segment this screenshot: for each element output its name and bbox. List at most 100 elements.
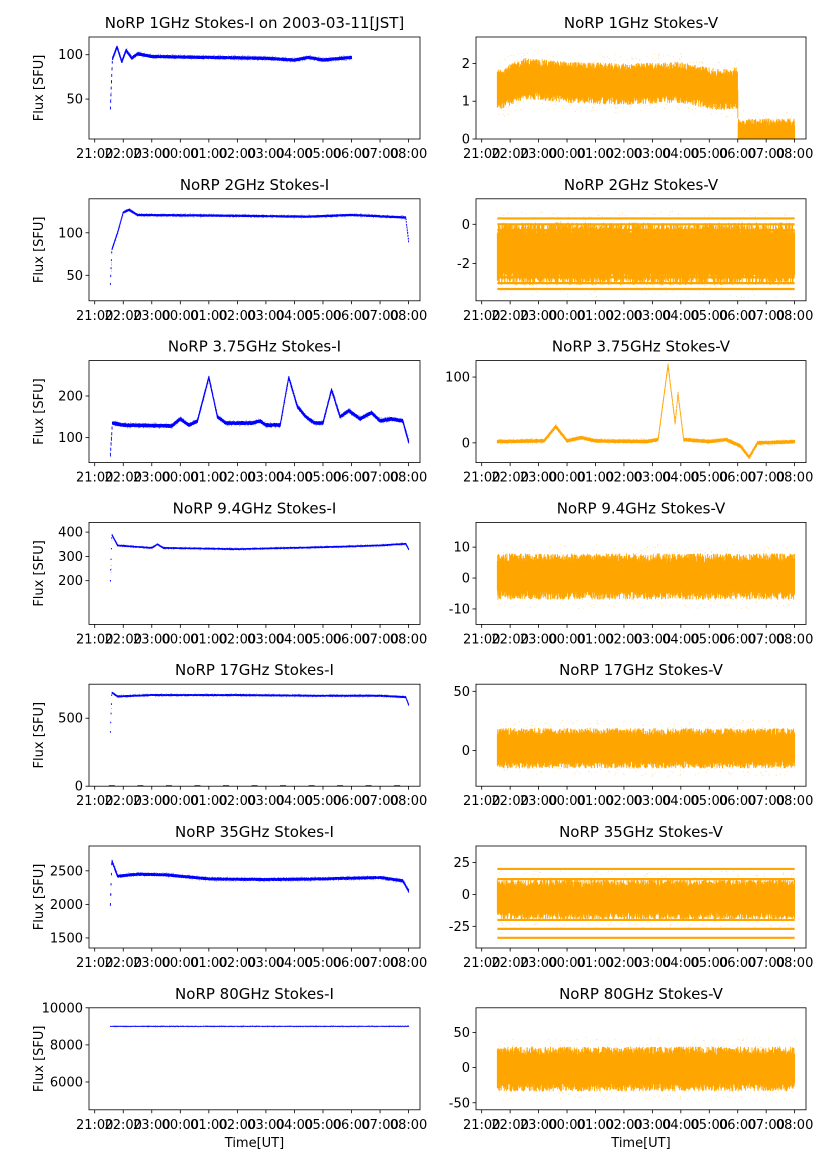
panel-6-ytick-label-0: 200: [58, 574, 83, 589]
panel-2-series-band: [109, 208, 410, 285]
panel-6-xtick-label-11: 08:00: [390, 632, 427, 647]
panel-8-xtick-label-1: 22:00: [105, 794, 142, 809]
panel-13-xtick-label-3: 00:00: [548, 1118, 585, 1133]
panel-7-xtick-label-8: 05:00: [691, 632, 728, 647]
panel-6-xtick-label-3: 00:00: [162, 632, 199, 647]
panel-5-xtick-label-2: 23:00: [520, 471, 557, 486]
panel-0-data-series: [109, 45, 353, 110]
panel-9-xtick-label-10: 07:00: [747, 794, 784, 809]
panel-10-ytick-label-0: 1500: [50, 931, 83, 946]
panel-13-title: NoRP 80GHz Stokes-V: [559, 985, 724, 1003]
panel-1-xtick-label-5: 02:00: [605, 147, 642, 162]
panel-6-chart: 20030040021:0022:0023:0000:0001:0002:000…: [32, 499, 427, 647]
panel-8-xtick-label-0: 21:00: [76, 794, 113, 809]
panel-0-xtick-label-8: 05:00: [304, 147, 341, 162]
panel-1-xtick-label-9: 06:00: [719, 147, 756, 162]
panel-5-series-outliers: [497, 363, 795, 459]
panel-1-xtick-label-0: 21:00: [463, 147, 500, 162]
panel-9-xtick-label-2: 23:00: [520, 794, 557, 809]
panel-0-series-outliers: [110, 45, 353, 108]
panel-7-ytick-label-0: -10: [449, 602, 470, 617]
panel-1-chart: 0 1 2 21:0022:0023:0000:0001:0002:0003:0004…: [462, 14, 814, 162]
panel-11-xtick-label-7: 04:00: [662, 956, 699, 971]
panel-0-xtick-label-4: 01:00: [190, 147, 227, 162]
panel-10-chart: 1500 2000 2500 21:0022:0023:0000:0001:0002:…: [32, 823, 427, 971]
panel-5-xtick-label-11: 08:00: [776, 471, 813, 486]
panel-7-xtick-label-1: 22:00: [491, 632, 528, 647]
panel-6-ytick-label-2: 400: [58, 526, 83, 541]
panel-9-chart: 0 50 21:0022:0023:0000:0001:0002:0003:0004…: [453, 661, 813, 809]
panel-7-chart: -10 0 10 21:0022:0023:0000:0001:0002:0003:0…: [449, 499, 814, 647]
panel-12-ylabel: Flux [SFU]: [32, 1026, 47, 1093]
panel-6-data-series: [109, 534, 410, 582]
panel-7-xtick-label-5: 02:00: [605, 632, 642, 647]
panel-11-xtick-label-1: 22:00: [491, 956, 528, 971]
panel-4-xtick-label-11: 08:00: [390, 471, 427, 486]
panel-6-xtick-label-2: 23:00: [133, 632, 170, 647]
panel-3-ytick-label-1: 0: [462, 218, 470, 233]
panel-12-xtick-label-6: 03:00: [247, 1118, 284, 1133]
panel-4-series-band: [109, 375, 410, 457]
panel-10-xtick-label-10: 07:00: [361, 956, 398, 971]
panel-13-ytick-label-2: 50: [453, 1026, 470, 1041]
panel-12-xtick-label-11: 08:00: [390, 1118, 427, 1133]
panel-11-xtick-label-4: 01:00: [577, 956, 614, 971]
panel-10-ylabel: Flux [SFU]: [32, 864, 47, 931]
panel-7-xtick-label-10: 07:00: [747, 632, 784, 647]
panel-4-series-outliers: [110, 376, 410, 458]
panel-11-xtick-label-6: 03:00: [634, 956, 671, 971]
panel-9-ytick-label-0: 0: [462, 744, 470, 759]
panel-8-series-outliers: [111, 692, 410, 709]
panel-4-xtick-label-2: 23:00: [133, 471, 170, 486]
panel-9-xtick-label-4: 01:00: [577, 794, 614, 809]
panel-5-xtick-label-0: 21:00: [463, 471, 500, 486]
panel-3-ytick-label-0: -2: [457, 257, 470, 272]
panel-12-ytick-label-1: 8000: [50, 1038, 83, 1053]
panel-2-series-outliers: [111, 208, 410, 272]
panel-0-xtick-label-7: 04:00: [276, 147, 313, 162]
panel-9-data-series: [496, 719, 796, 777]
panel-7-title: NoRP 9.4GHz Stokes-V: [557, 499, 726, 517]
panel-8-xtick-label-11: 08:00: [390, 794, 427, 809]
panel-13-data-series: [496, 1037, 796, 1101]
panel-1-series-band: [496, 58, 796, 139]
panel-11-ytick-label-2: 25: [453, 856, 470, 871]
panel-10-axes-frame: [88, 845, 421, 949]
panel-9-xtick-label-7: 04:00: [662, 794, 699, 809]
panel-2-xtick-label-8: 05:00: [304, 309, 341, 324]
panel-4-xtick-label-0: 21:00: [76, 471, 113, 486]
panel-2-title: NoRP 2GHz Stokes-I: [180, 176, 329, 194]
panel-10-ytick-label-1: 2000: [50, 898, 83, 913]
panel-3-xtick-label-11: 08:00: [776, 309, 813, 324]
panel-12-xlabel: Time[UT]: [224, 1136, 284, 1151]
panel-10-xtick-label-7: 04:00: [276, 956, 313, 971]
panel-9-series-outliers: [497, 719, 795, 777]
panel-8-xtick-label-9: 06:00: [333, 794, 370, 809]
panel-11-data-series: [496, 867, 796, 939]
panel-0-xtick-label-1: 22:00: [105, 147, 142, 162]
panel-2-xtick-label-3: 00:00: [162, 309, 199, 324]
panel-7-axes-frame: [475, 522, 807, 625]
panel-2-data-series: [109, 208, 410, 285]
panel-5-axes-frame: [475, 360, 807, 464]
panel-6-xtick-label-1: 22:00: [105, 632, 142, 647]
panel-3-xtick-label-0: 21:00: [463, 309, 500, 324]
panel-6-xtick-label-10: 07:00: [361, 632, 398, 647]
panel-4-ytick-label-1: 200: [58, 389, 83, 404]
panel-4-chart: 100 200 21:0022:0023:0000:0001:0002:0003:0…: [32, 338, 427, 486]
panel-6-series-band: [109, 534, 410, 582]
panel-0-ylabel: Flux [SFU]: [32, 55, 47, 122]
panel-13-xtick-label-7: 04:00: [662, 1118, 699, 1133]
panel-5-xtick-label-7: 04:00: [662, 471, 699, 486]
panel-13-xtick-label-0: 21:00: [463, 1118, 500, 1133]
panel-7-xtick-label-7: 04:00: [662, 632, 699, 647]
panel-12-xtick-label-7: 04:00: [276, 1118, 313, 1133]
panel-7-xtick-label-6: 03:00: [634, 632, 671, 647]
panel-13-xtick-label-2: 23:00: [520, 1118, 557, 1133]
panel-4-axes-frame: [88, 360, 421, 464]
panel-8-ytick-label-1: 500: [58, 712, 83, 727]
panel-11-title: NoRP 35GHz Stokes-V: [559, 823, 724, 841]
panel-10-xtick-label-8: 05:00: [304, 956, 341, 971]
panel-6-xtick-label-4: 01:00: [190, 632, 227, 647]
